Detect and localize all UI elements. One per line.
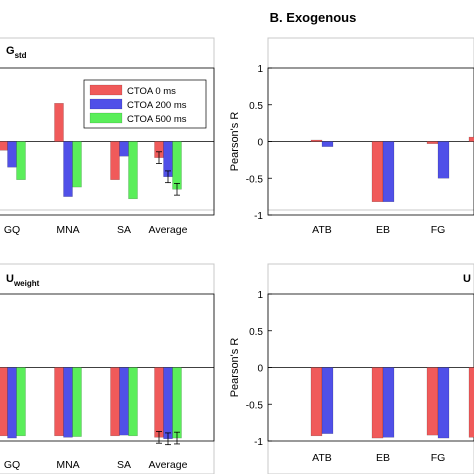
y-tick-label: 0.5	[249, 327, 263, 338]
y-tick-label: 1	[257, 64, 263, 75]
bar	[154, 367, 164, 438]
legend: CTOA 0 ms CTOA 200 ms CTOA 500 ms	[83, 79, 207, 129]
bar	[16, 367, 26, 437]
panel-label: U	[463, 273, 471, 285]
y-axis-label: Pearson's R	[229, 338, 241, 398]
bar	[426, 141, 439, 144]
bar	[72, 367, 82, 437]
y-tick-label: 1	[257, 290, 263, 301]
bar	[54, 367, 64, 437]
bar	[54, 103, 64, 142]
chart-panel-4: 1 0.5 0 -0.5 -1 Pearson's R ATB EB FG U	[229, 263, 474, 474]
x-tick-label: MNA	[56, 224, 79, 236]
bar	[310, 367, 323, 437]
panel-label-subscript: std	[15, 51, 27, 60]
bar	[119, 367, 129, 436]
bar	[426, 367, 439, 436]
y-tick-label: -0.5	[246, 174, 264, 185]
bar	[0, 367, 8, 437]
bar	[72, 141, 82, 188]
bar	[371, 141, 384, 202]
x-tick-label: GQ	[4, 459, 20, 471]
bar	[63, 141, 73, 197]
bar	[110, 141, 120, 180]
x-tick-label: SA	[117, 459, 131, 471]
bar	[468, 136, 474, 142]
bar	[468, 367, 474, 438]
bar	[437, 367, 450, 439]
y-tick-label: 0	[257, 364, 263, 375]
x-tick-label: EB	[376, 452, 390, 464]
bar	[172, 367, 182, 439]
bar	[7, 367, 17, 439]
y-tick-label: -1	[254, 437, 263, 448]
bar	[163, 367, 173, 439]
bar	[110, 367, 120, 437]
bar	[7, 141, 17, 168]
bar	[371, 367, 384, 439]
panel-frame	[0, 263, 215, 474]
x-tick-label: MNA	[56, 459, 79, 471]
bar	[382, 141, 395, 202]
panel-frame	[267, 37, 474, 211]
legend-swatch	[89, 84, 123, 96]
chart-panel-3: GQ MNA SA Average Uweight	[0, 263, 215, 474]
panel-label-subscript: weight	[13, 279, 40, 288]
y-tick-label: 0.5	[249, 101, 263, 112]
bar	[172, 141, 182, 190]
x-tick-label: ATB	[312, 224, 332, 236]
legend-entry: CTOA 500 ms	[127, 114, 187, 125]
section-title: B. Exogenous	[270, 10, 357, 25]
y-axis-label: Pearson's R	[229, 112, 241, 172]
x-tick-label: FG	[431, 224, 446, 236]
x-tick-label: Average	[149, 224, 188, 236]
panel-label: Gstd	[6, 45, 27, 60]
x-tick-label: ATB	[312, 452, 332, 464]
bar	[0, 141, 8, 151]
bar	[128, 141, 138, 200]
y-tick-label: -1	[254, 211, 263, 222]
bar	[321, 367, 334, 434]
bar	[128, 367, 138, 437]
x-tick-label: GQ	[4, 224, 20, 236]
bar	[321, 141, 334, 147]
legend-swatch	[89, 98, 123, 110]
bar	[382, 367, 395, 438]
legend-entry: CTOA 0 ms	[127, 86, 176, 97]
bar	[310, 139, 323, 142]
x-tick-label: FG	[431, 452, 446, 464]
y-tick-label: -0.5	[246, 400, 264, 411]
legend-swatch	[89, 112, 123, 124]
panel-label: Uweight	[6, 273, 40, 288]
bar	[437, 141, 450, 179]
chart-panel-2: 1 0.5 0 -0.5 -1 Pearson's R ATB EB FG	[229, 37, 474, 236]
bar	[119, 141, 129, 157]
bar	[16, 141, 26, 180]
legend-entry: CTOA 200 ms	[127, 100, 187, 111]
x-tick-label: EB	[376, 224, 390, 236]
x-tick-label: Average	[149, 459, 188, 471]
bar	[63, 367, 73, 438]
x-tick-label: SA	[117, 224, 131, 236]
y-tick-label: 0	[257, 138, 263, 149]
